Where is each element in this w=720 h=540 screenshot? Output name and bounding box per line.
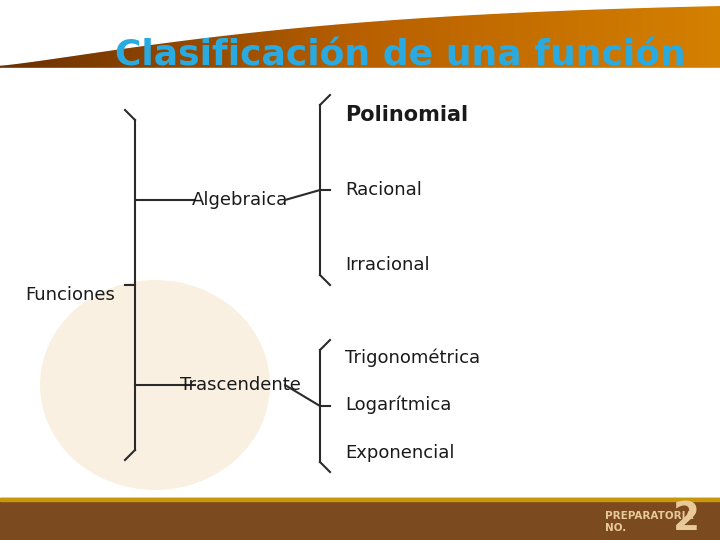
Text: Trascendente: Trascendente xyxy=(179,376,300,394)
Text: PREPARATORIA: PREPARATORIA xyxy=(605,511,693,521)
Bar xyxy=(0,498,720,501)
Text: Algebraica: Algebraica xyxy=(192,191,288,209)
Ellipse shape xyxy=(40,280,270,490)
Text: NO.: NO. xyxy=(605,523,626,533)
Text: Trigonométrica: Trigonométrica xyxy=(345,349,480,367)
Text: Polinomial: Polinomial xyxy=(345,105,468,125)
Polygon shape xyxy=(0,68,720,72)
Text: Racional: Racional xyxy=(345,181,422,199)
Text: Clasificación de una función: Clasificación de una función xyxy=(114,38,685,72)
Text: Funciones: Funciones xyxy=(25,286,115,304)
Polygon shape xyxy=(0,0,720,65)
Bar xyxy=(0,498,720,540)
Text: Exponencial: Exponencial xyxy=(345,444,454,462)
Text: Logarítmica: Logarítmica xyxy=(345,396,451,414)
Text: Irracional: Irracional xyxy=(345,256,430,274)
Text: 2: 2 xyxy=(673,500,700,538)
